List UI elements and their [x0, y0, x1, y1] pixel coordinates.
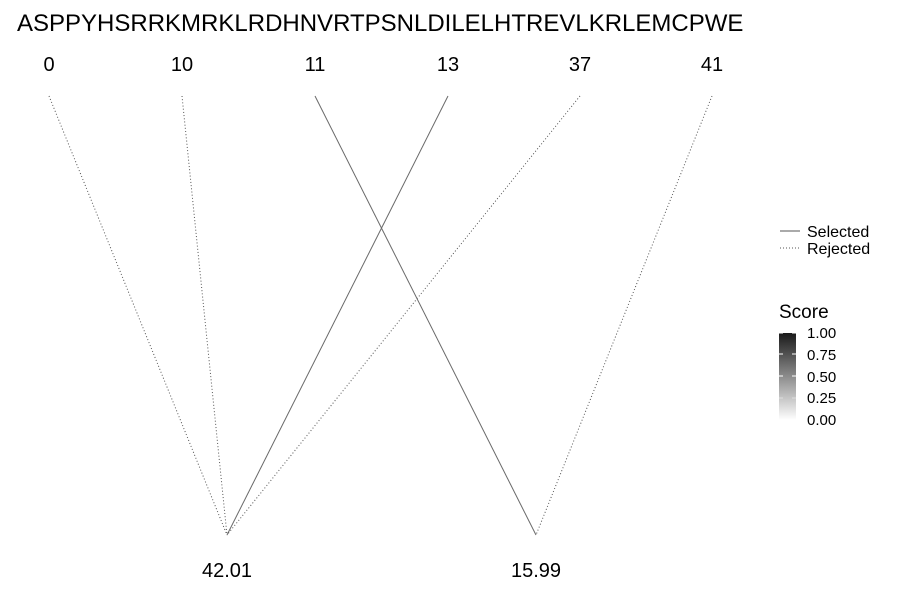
bottom-node-label: 15.99	[511, 560, 561, 582]
score-legend: Score 1.00 0.75 0.50 0.25 0.00	[779, 302, 836, 429]
bottom-node-label: 42.01	[202, 560, 252, 582]
legend-label-selected: Selected	[807, 224, 869, 241]
edge-selected	[226, 95, 449, 536]
sequence-title: ASPPYHSRRKMRKLRDHNVRTPSNLDILELHTREVLKRLE…	[17, 10, 743, 37]
score-legend-title: Score	[779, 302, 829, 323]
score-tick-label: 1.00	[807, 325, 836, 342]
score-tick-label: 0.50	[807, 369, 836, 386]
score-colorbar	[779, 333, 796, 420]
top-node-label: 11	[305, 54, 326, 76]
score-tick-label: 0.00	[807, 412, 836, 429]
score-tick-label: 0.25	[807, 390, 836, 407]
legend-label-rejected: Rejected	[807, 241, 870, 258]
score-tick-label: 0.75	[807, 347, 836, 364]
top-node-label: 13	[437, 54, 459, 76]
edge-rejected	[181, 95, 228, 536]
edge-selected	[314, 95, 537, 536]
top-node-label: 41	[701, 54, 723, 76]
top-node-label: 0	[43, 54, 54, 76]
edge-rejected	[535, 95, 713, 536]
top-node-label: 37	[569, 54, 591, 76]
line-type-legend: Selected Rejected	[780, 224, 870, 258]
edge-rejected	[226, 95, 581, 536]
edge-group	[48, 95, 713, 536]
top-node-label: 10	[171, 54, 193, 76]
edge-rejected	[48, 95, 228, 536]
